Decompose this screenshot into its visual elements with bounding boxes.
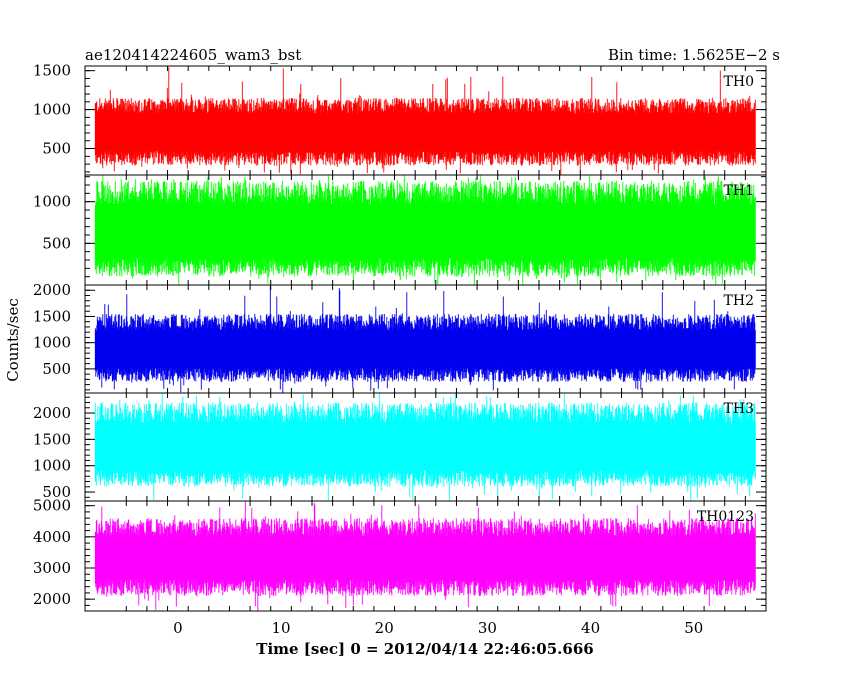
panels-group: 50010001500TH05001000TH1500100015002000T…: [33, 62, 767, 637]
y-tick-label: 5000: [33, 497, 71, 515]
y-tick-label: 1000: [33, 334, 71, 352]
y-tick-label: 500: [42, 234, 71, 252]
x-tick-label: 20: [375, 619, 394, 637]
series-th2: [94, 285, 756, 393]
series-th3: [94, 393, 756, 501]
y-tick-label: 1500: [33, 62, 71, 80]
y-tick-label: 2000: [33, 281, 71, 299]
y-tick-label: 1500: [33, 430, 71, 448]
y-tick-label: 500: [42, 360, 71, 378]
panel-label-th0123: TH0123: [697, 509, 754, 525]
panel-label-th2: TH2: [724, 293, 754, 309]
x-tick-label: 40: [581, 619, 600, 637]
series-th0123: [94, 501, 756, 611]
y-tick-label: 500: [42, 140, 71, 158]
y-tick-label: 500: [42, 483, 71, 501]
y-axis-label: Counts/sec: [4, 298, 22, 382]
x-tick-label: 30: [478, 619, 497, 637]
y-tick-label: 2000: [33, 590, 71, 608]
bin-time-label: Bin time: 1.5625E−2 s: [608, 46, 780, 64]
x-tick-label: 50: [684, 619, 703, 637]
y-tick-label: 3000: [33, 559, 71, 577]
series-th0: [94, 67, 756, 175]
x-axis-label: Time [sec] 0 = 2012/04/14 22:46:05.666: [256, 640, 593, 658]
y-tick-label: 1500: [33, 307, 71, 325]
panel-label-th0: TH0: [724, 74, 754, 90]
y-tick-label: 2000: [33, 404, 71, 422]
panel-label-th3: TH3: [724, 401, 754, 417]
x-tick-label: 0: [173, 619, 183, 637]
y-tick-label: 1000: [33, 457, 71, 475]
y-tick-label: 1000: [33, 193, 71, 211]
y-tick-label: 4000: [33, 528, 71, 546]
panel-label-th1: TH1: [724, 183, 754, 199]
chart-title: ae120414224605_wam3_bst: [85, 46, 301, 64]
series-th1: [94, 175, 756, 285]
x-tick-label: 10: [271, 619, 290, 637]
y-tick-label: 1000: [33, 101, 71, 119]
